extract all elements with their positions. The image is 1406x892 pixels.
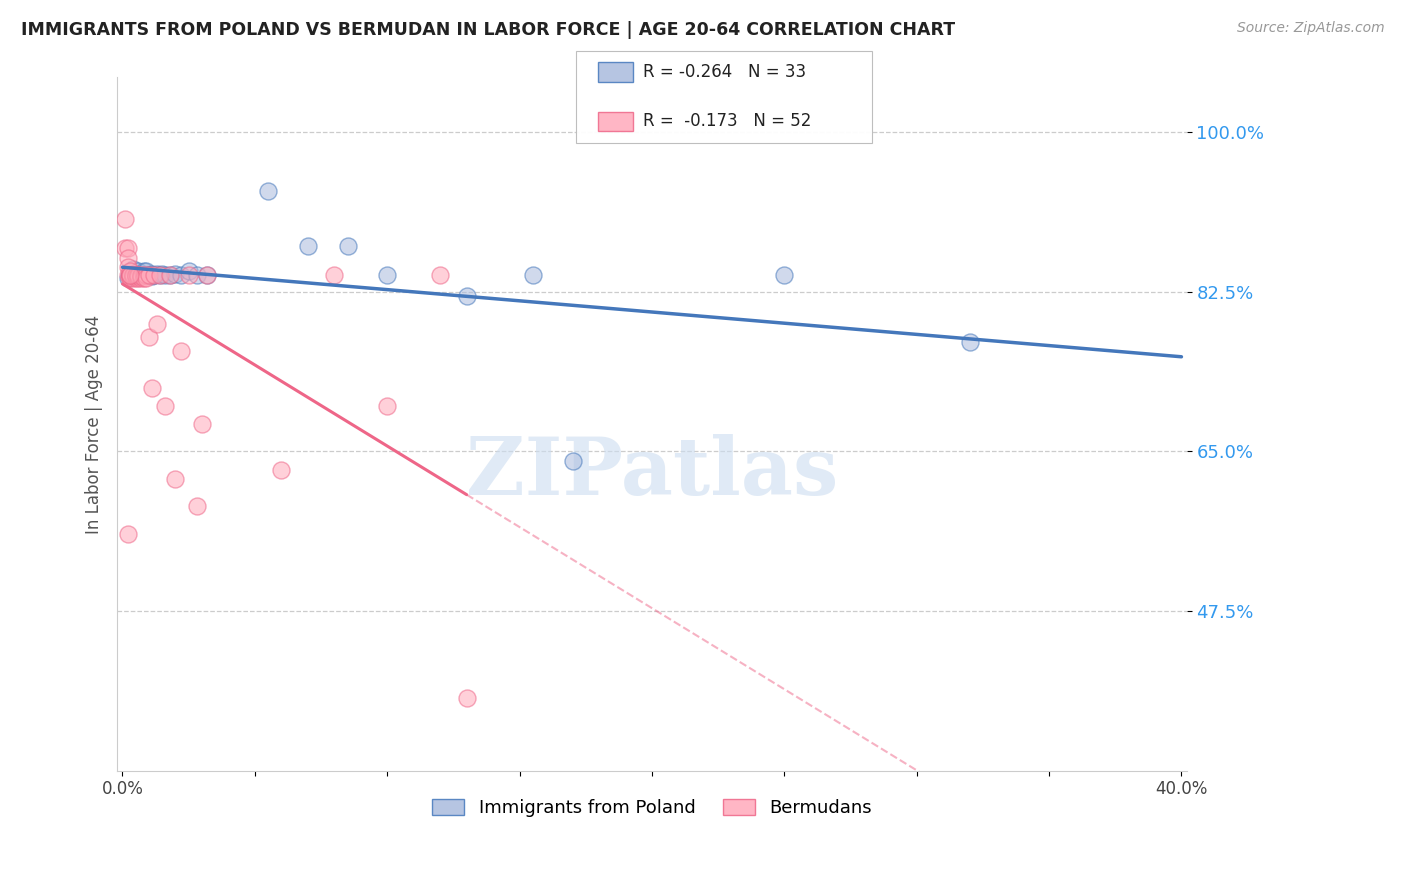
Y-axis label: In Labor Force | Age 20-64: In Labor Force | Age 20-64 [86,315,103,533]
Point [141,381,163,395]
Point [117,260,139,275]
Point [127,268,149,283]
Point [120,271,142,285]
Point [120,268,142,283]
Text: R = -0.264   N = 33: R = -0.264 N = 33 [643,63,806,81]
Point [122,269,145,284]
Point [125,271,148,285]
Point [135,264,157,278]
Point [773,268,796,283]
Point [120,269,142,284]
Point [522,268,544,283]
Point [132,268,155,283]
Point [186,499,208,513]
Point [127,268,149,283]
Point [129,267,152,281]
Point [195,268,218,283]
Point [153,268,176,283]
Point [153,399,176,413]
Point [375,268,398,283]
Point [132,271,155,285]
Point [114,241,136,255]
Point [125,268,148,283]
Point [195,268,218,283]
Point [270,463,292,477]
Point [120,268,142,283]
Point [125,268,148,283]
Point [127,269,149,284]
Point [138,268,160,283]
Point [127,264,149,278]
Point [186,268,208,283]
Point [375,399,398,413]
Point [122,271,145,285]
Point [336,239,359,253]
Point [120,268,142,283]
Text: IMMIGRANTS FROM POLAND VS BERMUDAN IN LABOR FORCE | AGE 20-64 CORRELATION CHART: IMMIGRANTS FROM POLAND VS BERMUDAN IN LA… [21,21,955,38]
Point [429,268,451,283]
Point [122,262,145,277]
Point [122,268,145,283]
Point [456,289,478,303]
Legend: Immigrants from Poland, Bermudans: Immigrants from Poland, Bermudans [425,791,879,824]
Point [117,271,139,285]
Point [132,268,155,283]
Point [138,268,160,283]
Point [117,526,139,541]
Point [177,268,200,283]
Point [138,330,160,344]
Point [125,269,148,284]
Point [125,268,148,283]
Point [120,264,142,278]
Point [177,264,200,278]
Point [146,317,169,331]
Point [117,241,139,255]
Point [257,185,280,199]
Point [141,267,163,281]
Point [159,268,181,283]
Point [170,344,193,359]
Point [117,251,139,265]
Point [323,268,346,283]
Point [148,268,170,283]
Point [135,268,157,283]
Point [159,268,181,283]
Point [165,267,187,281]
Point [129,269,152,284]
Point [150,267,173,281]
Point [170,268,193,283]
Point [120,267,142,281]
Point [297,239,319,253]
Text: R =  -0.173   N = 52: R = -0.173 N = 52 [643,112,811,130]
Point [191,417,214,431]
Point [135,271,157,285]
Point [561,453,583,467]
Point [141,269,163,284]
Point [129,268,152,283]
Point [456,690,478,705]
Point [959,334,981,349]
Point [122,268,145,283]
Point [148,268,170,283]
Text: Source: ZipAtlas.com: Source: ZipAtlas.com [1237,21,1385,35]
Point [143,268,166,283]
Point [114,211,136,226]
Point [127,271,149,285]
Point [117,268,139,283]
Point [127,268,149,283]
Point [165,472,187,486]
Point [132,264,155,278]
Point [129,271,152,285]
Text: ZIPatlas: ZIPatlas [465,434,838,512]
Point [146,267,169,281]
Point [143,268,166,283]
Point [120,268,142,283]
